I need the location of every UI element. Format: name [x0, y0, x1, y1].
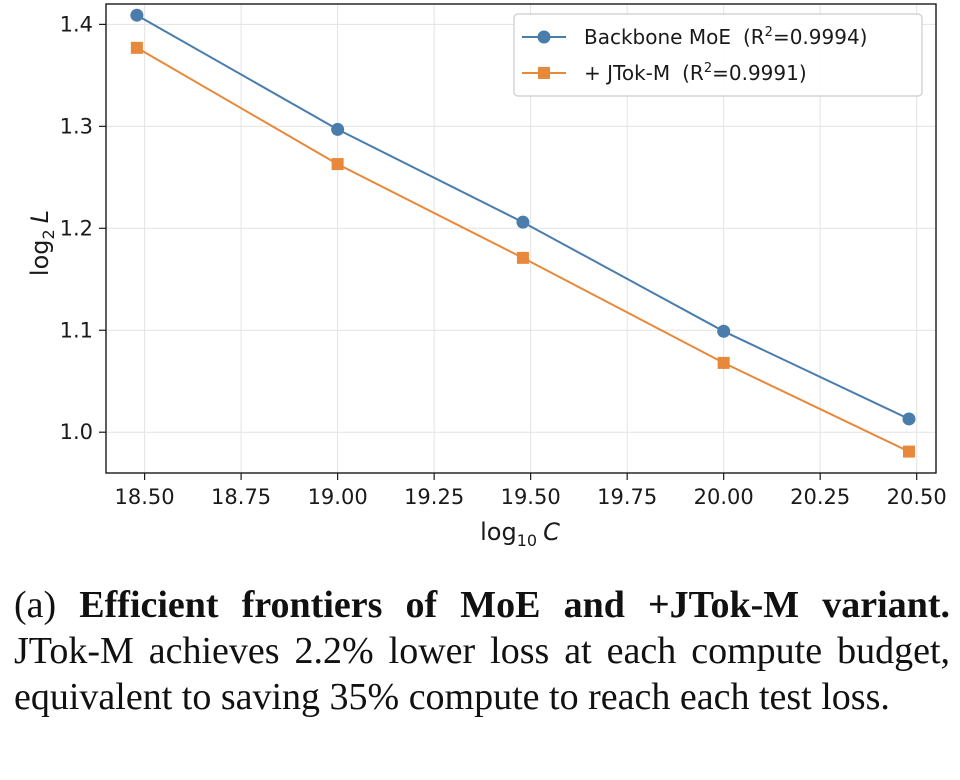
x-tick-label: 20.50	[887, 485, 947, 509]
plot-frame	[105, 3, 937, 474]
y-tick-label: 1.3	[60, 114, 93, 138]
x-tick-label: 19.25	[404, 485, 464, 509]
data-point-square	[331, 158, 344, 171]
data-point-circle	[902, 412, 916, 426]
legend-label-jtok: + JTok-M (R2=0.9991)	[584, 61, 807, 85]
data-point-circle	[331, 122, 345, 136]
data-point-circle	[516, 215, 530, 229]
y-axis-label: log2L	[26, 210, 58, 276]
x-tick-label: 18.50	[115, 485, 175, 509]
x-tick-label: 19.75	[597, 485, 657, 509]
chart: 18.50 18.75 19.00 19.25 19.50 19.75 20.00 20.25…	[26, 3, 947, 550]
tick-layer: 18.50 18.75 19.00 19.25 19.50 19.75 20.00 20.25…	[60, 12, 947, 509]
x-tick-label: 18.75	[211, 485, 271, 509]
data-point-square	[516, 251, 529, 264]
figure-caption: (a) Efficient frontiers of MoE and +JTok…	[14, 582, 950, 720]
data-point-circle	[717, 324, 731, 338]
series-line-1	[136, 46, 910, 453]
y-tick-label: 1.2	[60, 216, 93, 240]
legend-marker-jtok	[538, 67, 550, 79]
legend-label-backbone: Backbone MoE (R2=0.9994)	[584, 25, 867, 49]
legend: Backbone MoE (R2=0.9994) + JTok-M (R2=0.99…	[513, 13, 923, 97]
data-point-square	[717, 356, 730, 369]
x-axis-label: log10 C	[480, 518, 560, 550]
caption-title: Efficient frontiers of MoE and +JTok-M v…	[79, 584, 950, 626]
y-tick-label: 1.1	[60, 318, 93, 342]
caption-body: JTok-M achieves 2.2% lower loss at each …	[14, 630, 950, 718]
legend-box	[513, 13, 923, 97]
y-tick-label: 1.0	[60, 420, 93, 444]
series-layer	[130, 8, 916, 458]
x-tick-label: 20.00	[694, 485, 754, 509]
caption-prefix: (a)	[14, 584, 80, 626]
x-tick-label: 19.50	[501, 485, 561, 509]
data-point-circle	[130, 8, 144, 22]
data-point-square	[902, 445, 915, 458]
y-tick-label: 1.4	[60, 12, 93, 36]
data-point-square	[130, 41, 143, 54]
legend-marker-backbone	[537, 30, 551, 44]
x-tick-label: 20.25	[790, 485, 850, 509]
x-tick-label: 19.00	[308, 485, 368, 509]
